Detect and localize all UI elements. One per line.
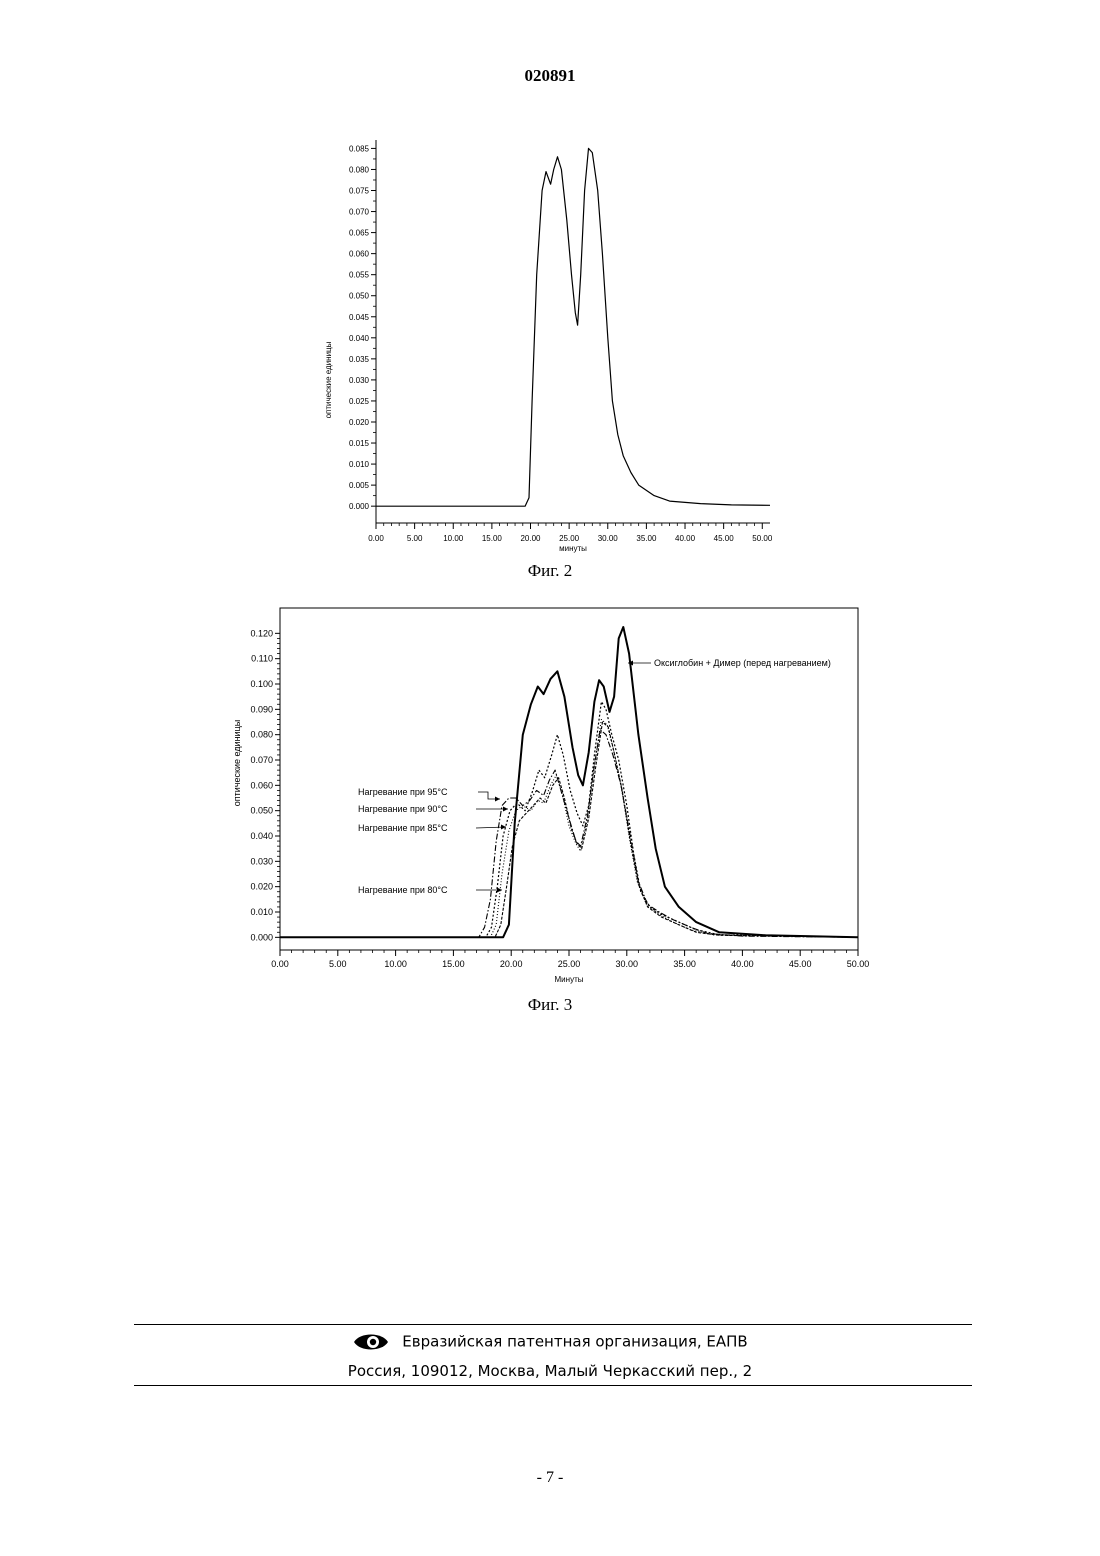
x-tick-label: 5.00: [407, 534, 423, 543]
y-tick-label: 0.070: [250, 755, 273, 765]
x-tick-label: 15.00: [442, 959, 465, 969]
y-tick-label: 0.110: [251, 654, 273, 664]
y-tick-label: 0.120: [250, 628, 273, 638]
y-tick-label: 0.060: [250, 780, 273, 790]
series-line-3: [280, 702, 858, 938]
series-label-5: Нагревание при 80°С: [358, 885, 448, 895]
y-tick-label: 0.030: [250, 856, 273, 866]
x-tick-label: 20.00: [500, 959, 523, 969]
figure-3-caption: Фиг. 3: [0, 995, 1100, 1015]
x-tick-label: 35.00: [636, 534, 657, 543]
series-label-1: Оксиглобин + Димер (перед нагреванием): [654, 658, 831, 668]
x-tick-label: 0.00: [271, 959, 289, 969]
series-label-3: Нагревание при 90°С: [358, 804, 448, 814]
x-tick-label: 10.00: [443, 534, 464, 543]
eapo-logo-icon: [352, 1331, 390, 1353]
y-tick-label: 0.025: [349, 397, 370, 406]
x-tick-label: 40.00: [675, 534, 696, 543]
x-tick-label: 0.00: [368, 534, 384, 543]
x-axis-label: Минуты: [555, 975, 584, 984]
y-tick-label: 0.055: [349, 271, 370, 280]
y-tick-label: 0.045: [349, 313, 370, 322]
y-tick-label: 0.020: [250, 882, 273, 892]
footer-address: Россия, 109012, Москва, Малый Черкасский…: [0, 1362, 1100, 1380]
series-label-2: Нагревание при 95°С: [358, 787, 448, 797]
arrow-head: [503, 807, 508, 812]
y-tick-label: 0.085: [349, 144, 370, 153]
x-tick-label: 35.00: [673, 959, 696, 969]
y-tick-label: 0.015: [349, 439, 370, 448]
y-tick-label: 0.070: [349, 208, 370, 217]
y-tick-label: 0.040: [349, 334, 370, 343]
x-tick-label: 45.00: [789, 959, 812, 969]
x-tick-label: 25.00: [558, 959, 581, 969]
x-tick-label: 20.00: [520, 534, 541, 543]
arrow-head: [495, 797, 500, 802]
x-tick-label: 5.00: [329, 959, 347, 969]
footer-bottom-rule: [134, 1385, 972, 1386]
footer-organization: Евразийская патентная организация, ЕАПВ: [0, 1331, 1100, 1353]
x-axis-label: минуты: [559, 544, 587, 553]
y-tick-label: 0.020: [349, 418, 370, 427]
arrow-head: [497, 888, 502, 893]
figure-2-caption: Фиг. 2: [0, 561, 1100, 581]
x-tick-label: 30.00: [598, 534, 619, 543]
y-tick-label: 0.030: [349, 376, 370, 385]
y-tick-label: 0.080: [250, 730, 273, 740]
y-axis-label: оптические единицы: [324, 341, 333, 418]
x-tick-label: 40.00: [731, 959, 754, 969]
footer-top-rule: [134, 1324, 972, 1325]
figure-3-svg: 0.000 0.010 0.020 0.030 0.040 0.050 0.060 0.070…: [220, 598, 880, 998]
y-tick-label: 0.005: [349, 481, 370, 490]
organization-name: Евразийская патентная организация, ЕАПВ: [402, 1333, 747, 1351]
y-tick-label: 0.000: [349, 502, 370, 511]
y-tick-label: 0.010: [250, 907, 273, 917]
figure-2-svg: 0.000 0.005 0.010 0.015 0.020 0.025 0.030 0.035…: [300, 130, 800, 560]
y-tick-label: 0.090: [250, 704, 273, 714]
y-tick-label: 0.075: [349, 187, 370, 196]
y-tick-label: 0.065: [349, 229, 370, 238]
y-tick-label: 0.080: [349, 165, 370, 174]
y-tick-label: 0.050: [250, 806, 273, 816]
y-axis-label: оптические единицы: [232, 720, 242, 806]
y-tick-label: 0.035: [349, 355, 370, 364]
document-number: 020891: [0, 66, 1100, 86]
series-line-2: [280, 730, 858, 938]
y-tick-label: 0.050: [349, 292, 370, 301]
y-tick-label: 0.000: [250, 932, 273, 942]
x-tick-label: 45.00: [714, 534, 735, 543]
x-tick-label: 15.00: [482, 534, 503, 543]
figure-3-chart: 0.000 0.010 0.020 0.030 0.040 0.050 0.060 0.070…: [220, 598, 880, 998]
x-tick-label: 50.00: [847, 959, 870, 969]
page-number: - 7 -: [0, 1469, 1100, 1487]
figure-2-chart: 0.000 0.005 0.010 0.015 0.020 0.025 0.030 0.035…: [300, 130, 800, 560]
x-tick-label: 50.00: [752, 534, 773, 543]
x-tick-label: 30.00: [616, 959, 639, 969]
series-label-4: Нагревание при 85°С: [358, 823, 448, 833]
x-tick-label: 10.00: [384, 959, 407, 969]
y-tick-label: 0.010: [349, 460, 370, 469]
y-tick-label: 0.040: [250, 831, 273, 841]
x-tick-label: 25.00: [559, 534, 580, 543]
y-tick-label: 0.060: [349, 250, 370, 259]
series-line-1: [376, 148, 770, 506]
y-tick-label: 0.100: [250, 679, 273, 689]
